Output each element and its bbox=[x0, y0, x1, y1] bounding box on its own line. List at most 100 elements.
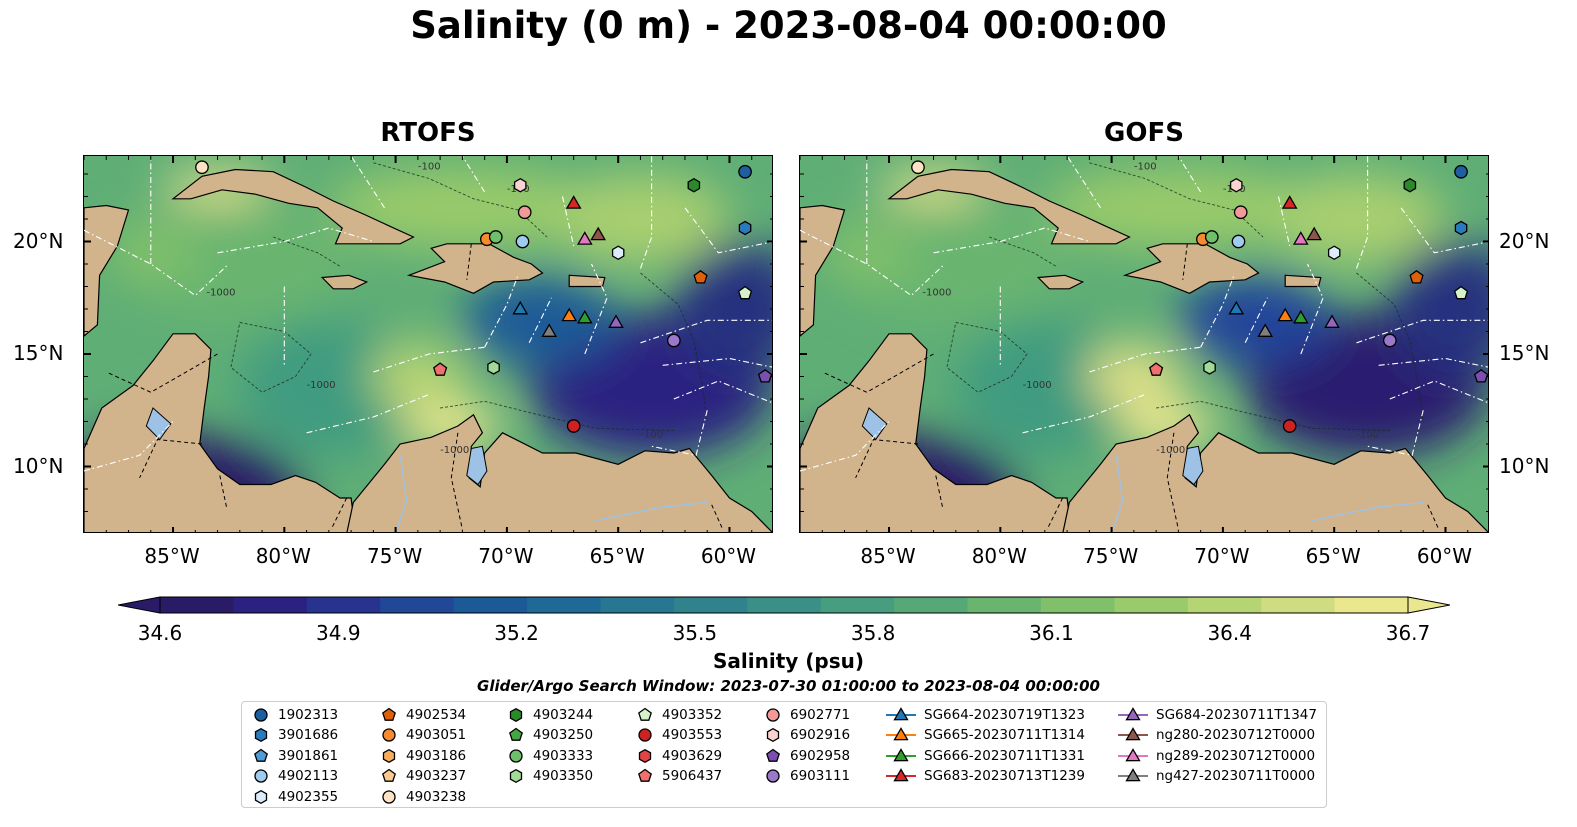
legend-label: 4903186 bbox=[406, 747, 467, 764]
platform-marker-4902534 bbox=[1409, 269, 1424, 284]
legend-label: 6902916 bbox=[790, 727, 851, 743]
legend-label: ng427-20230711T0000 bbox=[1156, 768, 1316, 784]
platform-marker-SG666-20230711T1331 bbox=[576, 309, 593, 324]
legend-label: 4903237 bbox=[406, 768, 467, 784]
colorbar-segment bbox=[673, 597, 748, 613]
river bbox=[595, 501, 708, 522]
eez-boundaries bbox=[800, 156, 1488, 472]
platform-marker-SG683-20230713T1239 bbox=[1281, 195, 1298, 209]
legend-marker bbox=[638, 707, 652, 721]
platform-marker-6902771 bbox=[517, 205, 532, 220]
legend-marker-icon bbox=[254, 769, 268, 783]
platform-marker-4903333 bbox=[488, 230, 503, 244]
landmass-jamaica bbox=[1036, 274, 1085, 290]
lon-tick-label-rtofs: 65°W bbox=[589, 544, 645, 568]
maracaibo-lake bbox=[466, 445, 488, 486]
legend-marker bbox=[382, 707, 396, 721]
landmass-south-america bbox=[1062, 413, 1488, 532]
legend-entry: 4903250 bbox=[507, 726, 593, 745]
legend-marker bbox=[509, 748, 523, 763]
legend-label: 6902958 bbox=[790, 747, 851, 764]
legend-label: 4903250 bbox=[533, 727, 594, 743]
legend-entry: 4903186 bbox=[380, 746, 466, 765]
platform-marker-6902958 bbox=[1473, 368, 1488, 383]
legend-label: 4903553 bbox=[662, 727, 723, 743]
legend-marker-icon bbox=[766, 727, 780, 743]
colorbar-segment bbox=[1334, 597, 1409, 613]
colorbar-segment bbox=[894, 597, 969, 613]
legend-marker-icon bbox=[382, 728, 396, 742]
legend-marker-icon bbox=[509, 727, 523, 741]
legend-label: 4903051 bbox=[406, 727, 467, 743]
contour-label: -100 bbox=[1134, 162, 1157, 173]
legend-entry: SG684-20230711T1347 bbox=[1118, 705, 1317, 724]
platform-marker-6903111 bbox=[1382, 333, 1397, 348]
legend-marker-icon bbox=[1118, 747, 1148, 761]
platform-marker-SG664-20230719T1323 bbox=[1228, 300, 1245, 315]
river bbox=[1311, 501, 1424, 522]
colorbar-label: Salinity (psu) bbox=[712, 649, 864, 673]
colorbar-segment bbox=[306, 597, 381, 613]
legend-marker bbox=[893, 727, 909, 741]
contour-label: -100 bbox=[418, 162, 441, 173]
platform-marker-ng427-20230711T0000 bbox=[1257, 323, 1274, 337]
legend-label: 4903629 bbox=[662, 747, 723, 764]
legend-marker bbox=[254, 707, 268, 722]
legend-marker bbox=[766, 707, 780, 722]
frame-ticks bbox=[84, 156, 772, 532]
colorbar-tick-label: 35.2 bbox=[494, 621, 539, 645]
legend-entry: ng280-20230712T0000 bbox=[1118, 726, 1315, 745]
legend-marker bbox=[638, 728, 652, 742]
platform-marker-SG684-20230711T1347 bbox=[608, 314, 624, 328]
landmass-puerto-rico bbox=[1284, 274, 1322, 288]
legend-label: SG683-20230713T1239 bbox=[924, 768, 1085, 784]
legend-entry: 4903237 bbox=[380, 767, 466, 786]
landmass-puerto-rico bbox=[568, 274, 606, 288]
platform-marker-SG684-20230711T1347 bbox=[1324, 314, 1340, 328]
legend-marker-icon bbox=[254, 789, 268, 804]
colorbar-segment bbox=[160, 597, 235, 613]
legend-entry: 4902355 bbox=[252, 787, 338, 806]
legend-marker bbox=[1125, 747, 1141, 761]
legend-entry: 3901861 bbox=[252, 746, 338, 765]
legend-marker-icon bbox=[886, 747, 916, 761]
platform-marker-4903553 bbox=[1282, 419, 1297, 433]
legend-marker bbox=[382, 768, 396, 782]
platform-marker-1902313 bbox=[738, 164, 752, 179]
legend-label: 4903333 bbox=[533, 747, 594, 764]
platform-marker-SG665-20230711T1314 bbox=[1277, 307, 1294, 322]
platform-marker-4902113 bbox=[515, 234, 530, 249]
legend-marker bbox=[1125, 768, 1141, 782]
landmass-south-america bbox=[346, 413, 772, 532]
lon-tick-label-rtofs: 85°W bbox=[144, 544, 200, 568]
contour-label: -1000 bbox=[1156, 445, 1185, 456]
platform-marker-6902958 bbox=[757, 368, 772, 383]
legend-marker-icon bbox=[638, 748, 652, 763]
legend-label: 5906437 bbox=[662, 768, 723, 784]
country-borders bbox=[822, 243, 1440, 530]
search-window-text: Glider/Argo Search Window: 2023-07-30 01… bbox=[477, 677, 1100, 695]
platform-marker-4903350 bbox=[487, 360, 500, 375]
colorbar-tick-label: 35.5 bbox=[672, 621, 718, 645]
legend-marker bbox=[254, 727, 268, 743]
figure-title: Salinity (0 m) - 2023-08-04 00:00:00 bbox=[410, 4, 1167, 47]
legend-marker-icon bbox=[254, 707, 268, 722]
lon-tick-label-rtofs: 80°W bbox=[255, 544, 311, 568]
legend-label: 4902113 bbox=[278, 768, 339, 784]
legend-entry: 3901686 bbox=[252, 726, 338, 745]
legend-entry: SG666-20230711T1331 bbox=[886, 746, 1085, 765]
lon-tick-label-rtofs: 70°W bbox=[478, 544, 534, 568]
legend-marker-icon bbox=[1118, 706, 1148, 720]
colorbar-segment bbox=[967, 597, 1042, 613]
lat-tick-label-right: 10°N bbox=[1499, 453, 1550, 478]
platform-marker-4903352 bbox=[1453, 285, 1469, 300]
legend-marker bbox=[254, 769, 268, 783]
legend-marker bbox=[766, 727, 780, 743]
colorbar-tick-label: 36.4 bbox=[1207, 621, 1252, 645]
river bbox=[395, 455, 408, 532]
landmass-hispaniola bbox=[406, 243, 544, 294]
colorbar-segment bbox=[600, 597, 675, 613]
colorbar-tick-label: 34.6 bbox=[137, 621, 183, 645]
legend-label: 6903111 bbox=[790, 768, 851, 784]
platform-marker-4902113 bbox=[1231, 234, 1246, 249]
